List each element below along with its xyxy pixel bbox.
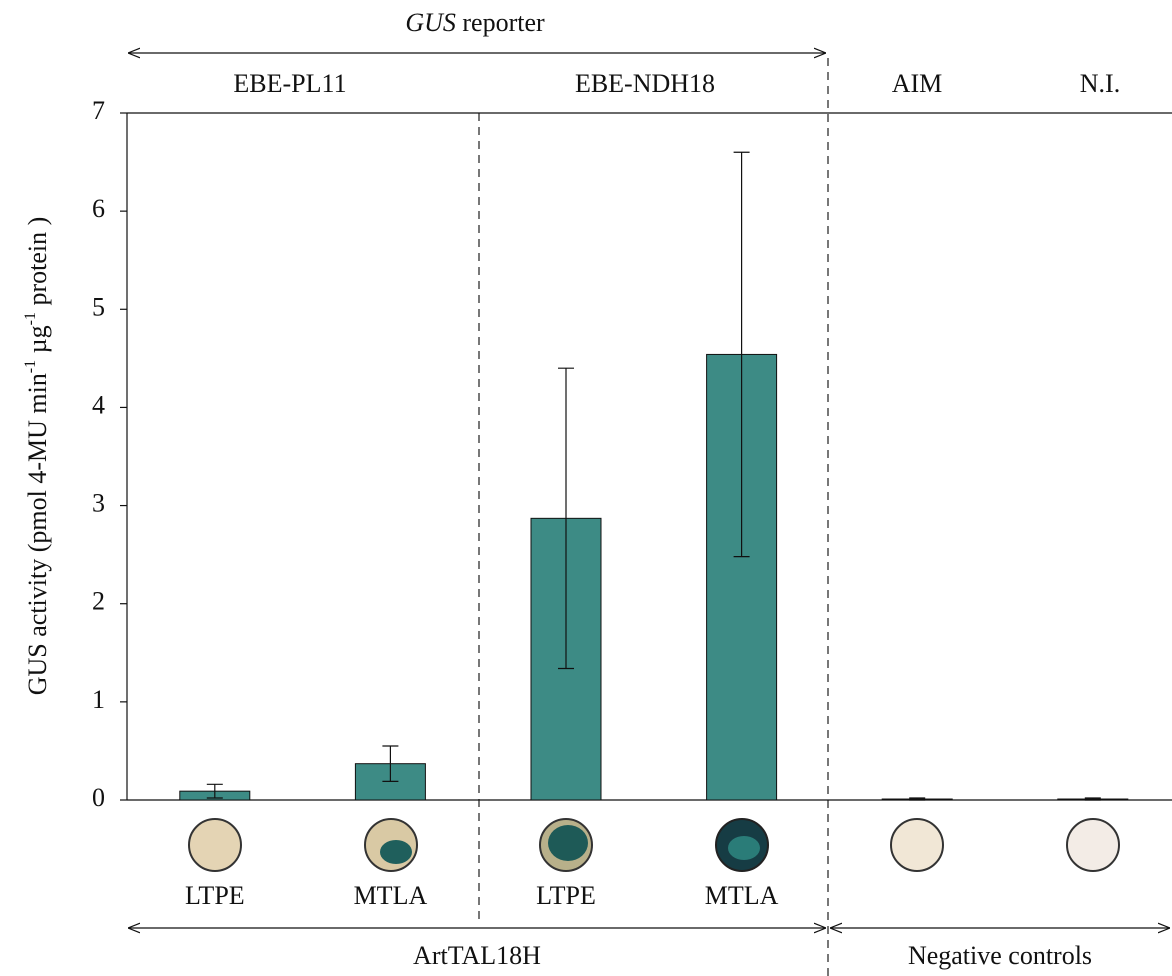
- y-label-part: µg: [23, 325, 52, 359]
- error-bar: [558, 367, 574, 670]
- stain: [728, 836, 760, 860]
- y-tick-label: 1: [92, 685, 105, 714]
- error-bar: [1084, 797, 1101, 801]
- annotation-text: reporter: [462, 8, 545, 37]
- stain: [548, 825, 588, 861]
- plate: [890, 818, 944, 872]
- error-bar: [206, 783, 223, 799]
- y-tick-label: 2: [92, 587, 105, 616]
- y-tick-label: 3: [92, 489, 105, 518]
- y-tick-label: 0: [92, 783, 105, 812]
- group-label: EBE-PL11: [233, 69, 346, 98]
- y-tick-label: 5: [92, 292, 105, 321]
- group-label: AIM: [892, 69, 943, 98]
- y-tick-label: 6: [92, 194, 105, 223]
- arrows: [128, 53, 1170, 928]
- y-label-sup: -1: [22, 312, 39, 325]
- x-tick-label: LTPE: [185, 881, 245, 910]
- separators: [478, 58, 829, 976]
- annotation-italic: GUS: [405, 8, 456, 37]
- group-label: EBE-NDH18: [575, 69, 715, 98]
- error-bar: [733, 151, 750, 558]
- error-bar: [909, 797, 926, 801]
- y-axis-label: GUS activity (pmol 4-MU min-1 µg-1 prote…: [22, 217, 52, 696]
- stain: [380, 840, 412, 864]
- error-bar: [382, 745, 399, 782]
- x-tick-label: LTPE: [536, 881, 596, 910]
- plate-images: [188, 818, 1120, 872]
- y-tick-label: 4: [92, 390, 105, 419]
- y-label-part: GUS activity (pmol 4-MU min: [23, 373, 52, 695]
- x-tick-label: MTLA: [354, 881, 428, 910]
- y-label-part: protein ): [23, 217, 52, 312]
- top-annotation: GUS reporter: [405, 8, 545, 37]
- bottom-label: Negative controls: [908, 941, 1092, 970]
- y-tick-label: 7: [92, 96, 105, 125]
- plate: [1066, 818, 1120, 872]
- bottom-label: ArtTAL18H: [413, 941, 541, 970]
- y-label-sup: -1: [22, 360, 39, 373]
- x-tick-label: MTLA: [705, 881, 779, 910]
- plate: [188, 818, 242, 872]
- group-label: N.I.: [1080, 69, 1120, 98]
